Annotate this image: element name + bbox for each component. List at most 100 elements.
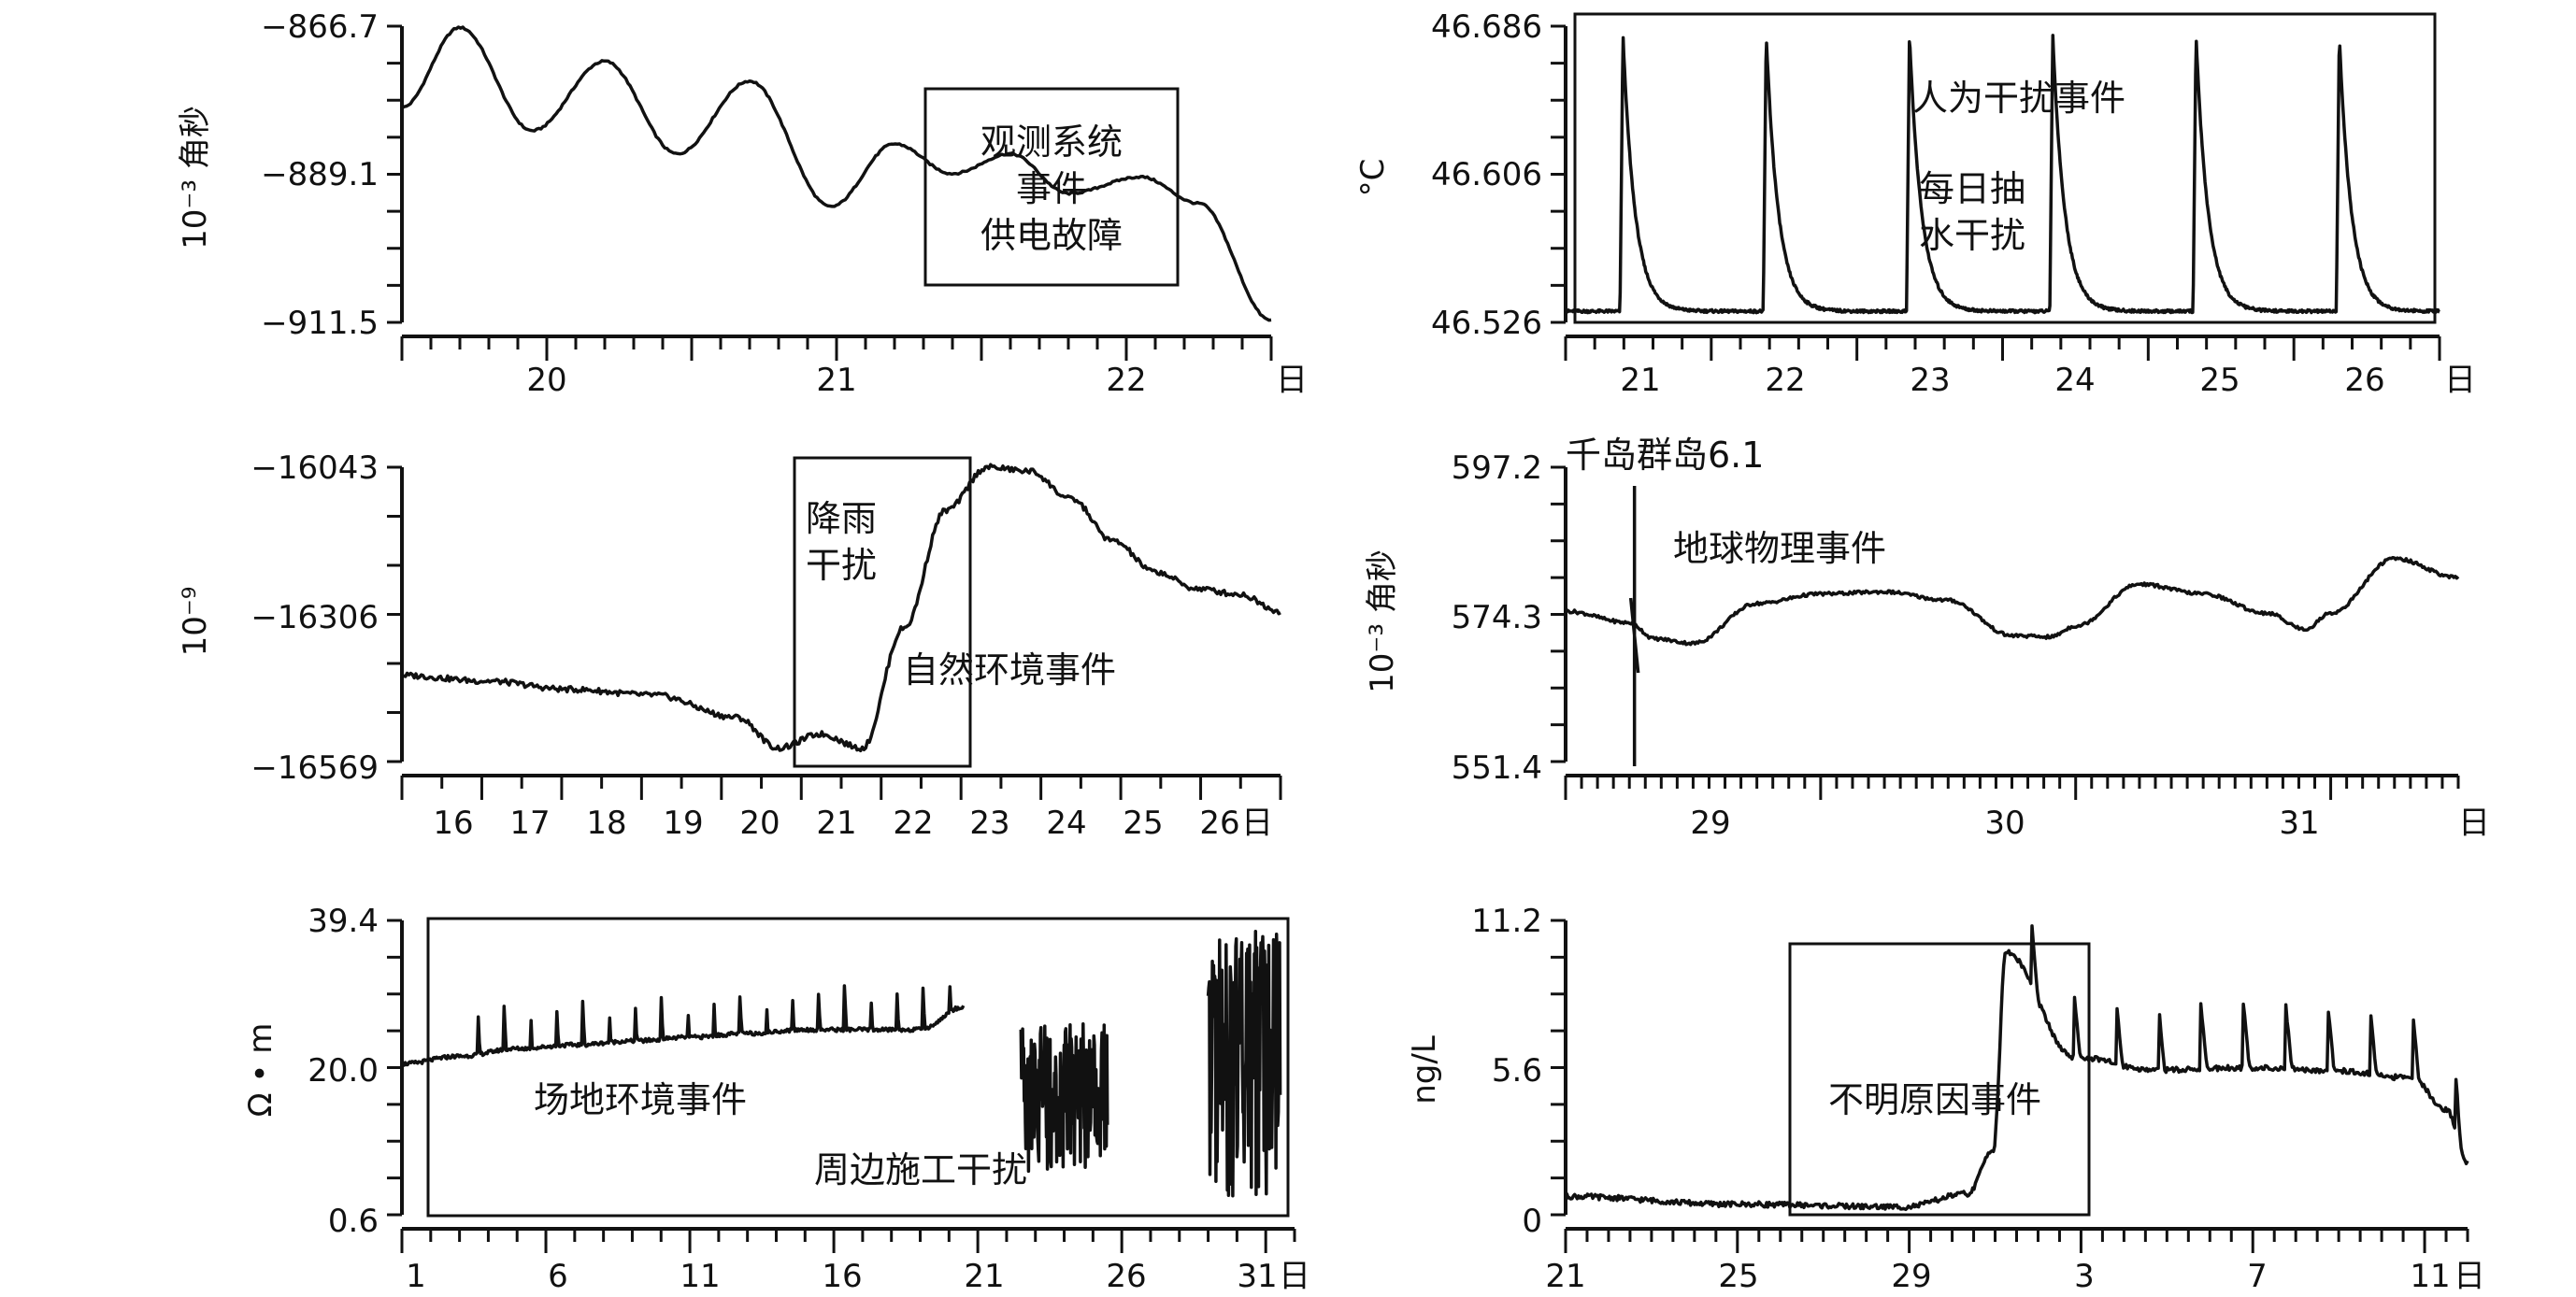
p4-ytick-label: 597.2 xyxy=(1452,449,1542,487)
p4-xtick-label: 30 xyxy=(1984,805,2025,842)
p4-ytick-label: 574.3 xyxy=(1452,599,1542,636)
p3-xtick-label: 19 xyxy=(663,805,703,842)
p2-annotation: 人为干扰事件 xyxy=(1912,78,2125,119)
p1-annotation: 事件 xyxy=(1016,168,1087,209)
p4-series-line xyxy=(1564,555,2460,647)
panel-p1: 10⁻³ 角秒 −866.7 −889.1 −911.5 20 21 22 日 … xyxy=(177,8,1308,399)
p2-unit-label: 日 xyxy=(2444,362,2476,399)
p3-annotation: 降雨 xyxy=(806,498,877,539)
p4-unit-label: 日 xyxy=(2458,805,2490,842)
p6-series-line xyxy=(1564,924,2469,1212)
p5-xtick-label: 6 xyxy=(548,1258,568,1295)
p3-xtick-label: 16 xyxy=(433,805,473,842)
p6-ylabel: ng/L xyxy=(1406,1035,1443,1105)
p5-ytick-label: 39.4 xyxy=(308,903,379,940)
p5-annotation: 场地环境事件 xyxy=(534,1079,747,1120)
p6-xtick-label: 11 xyxy=(2410,1258,2450,1295)
p5-xtick-label: 16 xyxy=(822,1258,862,1295)
p3-unit-label: 日 xyxy=(1241,805,1273,842)
p1-xtick-label: 20 xyxy=(526,362,566,399)
p3-xtick-label: 17 xyxy=(509,805,550,842)
p3-ylabel: 10⁻⁹ xyxy=(177,587,214,657)
p2-annotation: 每日抽 xyxy=(1919,168,2025,209)
p2-xtick-label: 23 xyxy=(1910,362,1950,399)
p1-unit-label: 日 xyxy=(1276,362,1308,399)
p5-annotation: 周边施工干扰 xyxy=(814,1149,1027,1190)
p3-xtick-label: 23 xyxy=(969,805,1009,842)
p5-construction-segment xyxy=(1019,1022,1109,1174)
p2-ylabel: °C xyxy=(1354,159,1392,197)
p5-xtick-label: 1 xyxy=(406,1258,426,1295)
p6-ytick-label: 0 xyxy=(1522,1203,1542,1240)
p1-xtick-label: 22 xyxy=(1106,362,1146,399)
p3-xtick-label: 24 xyxy=(1046,805,1086,842)
p3-xtick-label: 22 xyxy=(893,805,933,842)
p1-ylabel: 10⁻³ 角秒 xyxy=(177,106,214,249)
p2-ytick-label: 46.526 xyxy=(1431,305,1542,342)
p4-annotation: 地球物理事件 xyxy=(1673,528,1886,569)
p5-xtick-label: 21 xyxy=(964,1258,1004,1295)
p3-ytick-label: −16569 xyxy=(250,749,379,787)
p6-annotation: 不明原因事件 xyxy=(1828,1079,2041,1120)
p2-ytick-label: 46.686 xyxy=(1431,8,1542,46)
panel-p5: Ω • m 39.4 20.0 0.6 1 6 11 16 21 26 31 日… xyxy=(242,903,1310,1295)
p1-annotation: 观测系统 xyxy=(980,121,1123,163)
panel-p4: 10⁻³ 角秒 597.2 574.3 551.4 29 30 31 日 千岛群… xyxy=(1364,435,2490,842)
p5-ytick-label: 20.0 xyxy=(308,1052,379,1090)
p1-ytick-label: −866.7 xyxy=(261,8,379,46)
p2-ytick-label: 46.606 xyxy=(1431,156,1542,193)
p3-xtick-label: 26 xyxy=(1199,805,1239,842)
p3-annotation: 干扰 xyxy=(806,545,877,586)
p3-xtick-label: 20 xyxy=(739,805,780,842)
p5-unit-label: 日 xyxy=(1279,1258,1310,1295)
panel-p6: ng/L 11.2 5.6 0 21 25 29 3 7 11 日 不明原因事件 xyxy=(1406,903,2485,1295)
p2-annotation: 水干扰 xyxy=(1919,215,2025,256)
panel-p3: 10⁻⁹ −16043 −16306 −16569 16 17 18 19 20… xyxy=(177,449,1281,842)
p6-xtick-label: 7 xyxy=(2247,1258,2268,1295)
p5-xtick-label: 26 xyxy=(1106,1258,1146,1295)
p6-xtick-label: 29 xyxy=(1891,1258,1931,1295)
p3-annotation-box xyxy=(793,456,972,768)
p1-ytick-label: −889.1 xyxy=(261,156,379,193)
p6-ytick-label: 5.6 xyxy=(1492,1052,1542,1090)
p5-series-line xyxy=(401,984,966,1067)
p5-ylabel: Ω • m xyxy=(242,1023,279,1118)
p2-series-line xyxy=(1565,34,2440,315)
p5-xtick-label: 11 xyxy=(680,1258,720,1295)
p1-annotation: 供电故障 xyxy=(980,215,1123,256)
p6-xtick-label: 3 xyxy=(2074,1258,2095,1295)
p1-xtick-label: 21 xyxy=(816,362,856,399)
p4-quake-spike xyxy=(1628,486,1640,766)
p5-annotation-box xyxy=(426,917,1290,1218)
p5-xtick-label: 31 xyxy=(1237,1258,1277,1295)
p1-ytick-label: −911.5 xyxy=(261,305,379,342)
p6-annotation-box xyxy=(1788,942,2091,1217)
p3-ytick-label: −16306 xyxy=(250,599,379,636)
p4-ytick-label: 551.4 xyxy=(1452,749,1542,787)
p2-xtick-label: 21 xyxy=(1620,362,1660,399)
p3-xtick-label: 18 xyxy=(586,805,626,842)
p6-ytick-label: 11.2 xyxy=(1471,903,1542,940)
p4-ylabel: 10⁻³ 角秒 xyxy=(1364,549,1401,693)
p4-annotation: 千岛群岛6.1 xyxy=(1566,435,1764,476)
p6-xtick-label: 21 xyxy=(1545,1258,1585,1295)
p6-unit-label: 日 xyxy=(2454,1258,2485,1295)
p2-xtick-label: 24 xyxy=(2054,362,2095,399)
p3-xtick-label: 21 xyxy=(816,805,856,842)
p3-xtick-label: 25 xyxy=(1123,805,1163,842)
p6-xtick-label: 25 xyxy=(1718,1258,1758,1295)
p2-xtick-label: 26 xyxy=(2344,362,2384,399)
p4-xtick-label: 29 xyxy=(1690,805,1730,842)
p2-annotation-box xyxy=(1573,12,2437,324)
p2-xtick-label: 22 xyxy=(1765,362,1805,399)
p5-ytick-label: 0.6 xyxy=(328,1203,379,1240)
p1-series-line xyxy=(401,25,1272,322)
p3-series-line xyxy=(401,463,1281,753)
p5-construction-segment xyxy=(1206,930,1282,1198)
p3-ytick-label: −16043 xyxy=(250,449,379,487)
p3-annotation: 自然环境事件 xyxy=(903,649,1116,691)
p4-xtick-label: 31 xyxy=(2279,805,2319,842)
p2-xtick-label: 25 xyxy=(2199,362,2240,399)
p1-annotation-box xyxy=(923,87,1180,287)
